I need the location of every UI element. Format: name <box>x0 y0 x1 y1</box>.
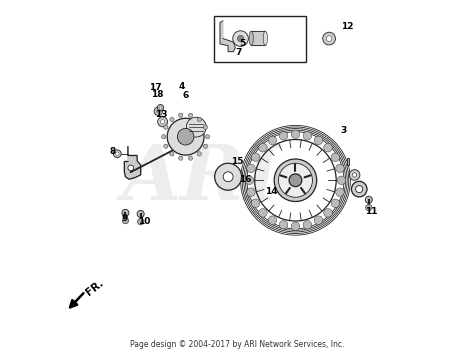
Circle shape <box>323 32 336 45</box>
Circle shape <box>179 156 183 160</box>
Text: 13: 13 <box>155 110 167 119</box>
Circle shape <box>122 209 129 216</box>
Circle shape <box>122 217 128 224</box>
Circle shape <box>116 152 119 156</box>
Text: 15: 15 <box>231 157 244 166</box>
Ellipse shape <box>263 31 267 45</box>
Circle shape <box>268 136 277 145</box>
Text: FR.: FR. <box>84 278 105 298</box>
Text: 16: 16 <box>238 175 251 184</box>
Circle shape <box>159 106 162 109</box>
Circle shape <box>349 170 360 180</box>
Circle shape <box>215 163 242 190</box>
Text: 3: 3 <box>340 126 346 135</box>
Circle shape <box>356 186 363 193</box>
Circle shape <box>255 140 336 221</box>
Circle shape <box>179 113 183 117</box>
Circle shape <box>251 199 260 207</box>
Circle shape <box>303 131 311 140</box>
Text: 11: 11 <box>365 207 378 216</box>
Text: ARI: ARI <box>122 141 281 216</box>
Circle shape <box>326 36 332 41</box>
FancyBboxPatch shape <box>347 157 349 165</box>
Text: 9: 9 <box>121 214 128 223</box>
Circle shape <box>154 107 163 115</box>
Circle shape <box>177 129 194 145</box>
Circle shape <box>314 136 323 145</box>
Circle shape <box>128 165 134 171</box>
Circle shape <box>279 221 288 229</box>
Circle shape <box>251 153 260 161</box>
Text: Page design © 2004-2017 by ARI Network Services, Inc.: Page design © 2004-2017 by ARI Network S… <box>130 340 344 348</box>
Circle shape <box>188 156 192 160</box>
Circle shape <box>188 113 192 117</box>
Text: 7: 7 <box>236 48 242 57</box>
Circle shape <box>203 144 208 149</box>
Circle shape <box>314 216 323 225</box>
Circle shape <box>274 159 317 201</box>
Circle shape <box>237 35 244 42</box>
Ellipse shape <box>249 31 253 45</box>
Circle shape <box>197 117 201 122</box>
Circle shape <box>331 199 339 207</box>
Text: 17: 17 <box>149 82 162 92</box>
Circle shape <box>164 144 168 149</box>
Circle shape <box>259 208 267 217</box>
Circle shape <box>246 188 255 196</box>
Text: 4: 4 <box>179 82 185 91</box>
Text: 5: 5 <box>239 39 246 49</box>
Circle shape <box>156 109 160 113</box>
Circle shape <box>186 117 206 137</box>
Circle shape <box>291 222 300 231</box>
Circle shape <box>324 208 332 217</box>
Circle shape <box>113 150 121 157</box>
Circle shape <box>279 131 288 140</box>
Circle shape <box>246 164 255 172</box>
Text: 12: 12 <box>340 22 353 31</box>
Circle shape <box>164 125 168 129</box>
Polygon shape <box>220 21 235 52</box>
Circle shape <box>291 130 300 139</box>
Circle shape <box>223 172 233 182</box>
Circle shape <box>157 105 164 111</box>
Text: 18: 18 <box>151 90 164 99</box>
Text: 6: 6 <box>182 91 189 100</box>
Circle shape <box>336 164 344 172</box>
Circle shape <box>259 144 267 152</box>
Circle shape <box>351 181 367 197</box>
Circle shape <box>324 144 332 152</box>
Text: 14: 14 <box>264 187 277 196</box>
Circle shape <box>158 117 168 127</box>
Circle shape <box>137 218 144 225</box>
Circle shape <box>303 221 311 229</box>
Circle shape <box>337 176 346 185</box>
Circle shape <box>353 173 357 177</box>
Circle shape <box>268 216 277 225</box>
FancyBboxPatch shape <box>214 16 306 62</box>
Circle shape <box>289 174 302 187</box>
Text: 10: 10 <box>138 217 150 226</box>
Circle shape <box>245 176 254 185</box>
Circle shape <box>278 163 312 197</box>
Circle shape <box>160 120 165 124</box>
Circle shape <box>162 135 166 139</box>
Circle shape <box>167 118 204 155</box>
Circle shape <box>197 152 201 156</box>
Text: 8: 8 <box>109 147 116 156</box>
Polygon shape <box>124 147 141 179</box>
Circle shape <box>203 125 208 129</box>
Circle shape <box>137 210 144 217</box>
Circle shape <box>365 204 372 211</box>
Polygon shape <box>251 31 265 45</box>
Circle shape <box>365 196 372 203</box>
Circle shape <box>331 153 339 161</box>
Circle shape <box>205 135 210 139</box>
Circle shape <box>170 117 174 122</box>
Circle shape <box>170 152 174 156</box>
Circle shape <box>336 188 344 196</box>
Circle shape <box>233 31 248 46</box>
